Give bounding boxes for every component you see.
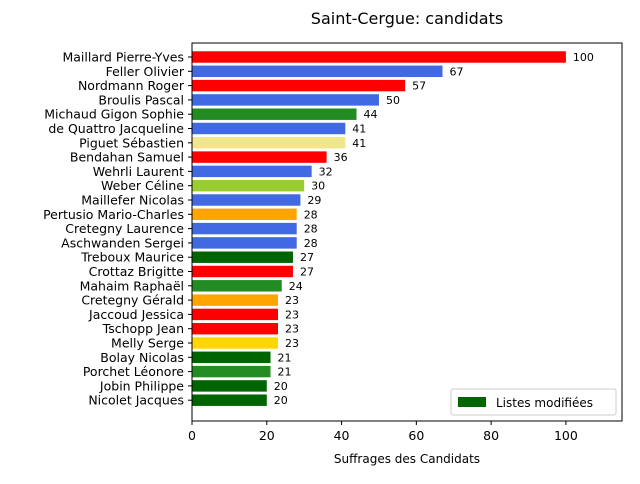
bar xyxy=(192,280,282,292)
bar xyxy=(192,51,566,63)
legend: Listes modifiées xyxy=(450,388,617,416)
bar xyxy=(192,179,305,192)
y-tick-label: Cretegny Laurence xyxy=(65,221,184,236)
y-tick-label: Piguet Sébastien xyxy=(79,135,184,150)
y-tick-label: Nicolet Jacques xyxy=(88,393,184,408)
y-tick-label: Jaccoud Jessica xyxy=(88,307,184,322)
bar xyxy=(192,265,293,278)
bar xyxy=(192,194,301,206)
y-tick-label: Porchet Léonore xyxy=(83,364,184,379)
x-tick-label: 40 xyxy=(334,428,350,443)
value-label: 28 xyxy=(304,208,318,221)
value-label: 24 xyxy=(289,280,303,293)
value-label: 41 xyxy=(352,123,366,136)
y-tick-label: de Quattro Jacqueline xyxy=(48,121,184,136)
y-tick-label: Treboux Maurice xyxy=(80,250,184,265)
y-tick-label: Mahaim Raphaël xyxy=(80,278,184,293)
value-label: 23 xyxy=(285,294,299,307)
value-label: 27 xyxy=(300,251,314,264)
bars-layer xyxy=(192,51,566,406)
value-label: 23 xyxy=(285,308,299,321)
y-tick-label: Michaud Gigon Sophie xyxy=(44,107,184,122)
value-label: 100 xyxy=(573,51,594,64)
value-label: 30 xyxy=(311,180,325,193)
value-label: 21 xyxy=(278,351,292,364)
y-tick-label: Bendahan Samuel xyxy=(70,150,184,165)
bar xyxy=(192,351,271,364)
bar xyxy=(192,151,327,163)
y-tick-label: Jobin Philippe xyxy=(99,378,184,393)
y-tick-label: Broulis Pascal xyxy=(98,92,184,107)
value-label: 57 xyxy=(412,80,426,93)
x-tick-label: 100 xyxy=(554,428,578,443)
x-tick-label: 0 xyxy=(188,428,196,443)
bar xyxy=(192,294,278,306)
x-ticks: 0 20 40 60 80 100 xyxy=(188,421,578,443)
x-tick-label: 80 xyxy=(483,428,499,443)
y-tick-label: Maillard Pierre-Yves xyxy=(62,50,184,65)
y-tick-label: Pertusio Mario-Charles xyxy=(43,207,184,222)
y-tick-label: Maillefer Nicolas xyxy=(81,193,184,208)
y-tick-label: Aschwanden Sergei xyxy=(61,235,184,250)
bar xyxy=(192,122,346,135)
y-tick-label: Feller Olivier xyxy=(106,64,185,79)
bar xyxy=(192,237,297,249)
value-label: 41 xyxy=(352,137,366,150)
value-label: 28 xyxy=(304,223,318,236)
value-label: 29 xyxy=(307,194,321,207)
y-tick-label: Tschopp Jean xyxy=(102,321,184,336)
legend-label: Listes modifiées xyxy=(496,396,593,410)
bar xyxy=(192,94,379,106)
value-label: 32 xyxy=(319,165,333,178)
value-labels: 1006757504441413632302928282827272423232… xyxy=(274,51,594,407)
x-tick-label: 20 xyxy=(259,428,275,443)
value-label: 21 xyxy=(278,366,292,379)
legend-swatch xyxy=(458,397,486,407)
bar xyxy=(192,308,278,321)
bar xyxy=(192,79,406,92)
y-tick-label: Melly Serge xyxy=(111,336,184,351)
bar xyxy=(192,108,357,120)
bar xyxy=(192,65,443,78)
value-label: 20 xyxy=(274,380,288,393)
chart-title: Saint-Cergue: candidats xyxy=(311,9,503,28)
value-label: 23 xyxy=(285,323,299,336)
value-label: 20 xyxy=(274,394,288,407)
y-tick-label: Wehrli Laurent xyxy=(93,164,184,179)
value-label: 36 xyxy=(334,151,348,164)
bar xyxy=(192,380,267,392)
y-tick-label: Nordmann Roger xyxy=(78,78,185,93)
bar xyxy=(192,337,278,349)
plot-frame xyxy=(191,42,623,422)
value-label: 67 xyxy=(450,65,464,78)
bar xyxy=(192,165,312,178)
y-tick-label: Cretegny Gérald xyxy=(81,293,184,308)
bar xyxy=(192,137,346,149)
y-tick-label: Bolay Nicolas xyxy=(100,350,184,365)
bar xyxy=(192,394,267,406)
y-tick-label: Weber Céline xyxy=(101,178,184,193)
bar xyxy=(192,365,271,378)
value-label: 28 xyxy=(304,237,318,250)
value-label: 50 xyxy=(386,94,400,107)
bar xyxy=(192,251,293,263)
value-label: 23 xyxy=(285,337,299,350)
bar xyxy=(192,222,297,235)
value-label: 44 xyxy=(364,108,378,121)
y-tick-label: Crottaz Brigitte xyxy=(89,264,185,279)
value-label: 27 xyxy=(300,266,314,279)
bar xyxy=(192,322,278,335)
legend-box xyxy=(450,388,617,416)
bar xyxy=(192,208,297,221)
x-axis-label: Suffrages des Candidats xyxy=(334,452,480,466)
x-tick-label: 60 xyxy=(408,428,424,443)
